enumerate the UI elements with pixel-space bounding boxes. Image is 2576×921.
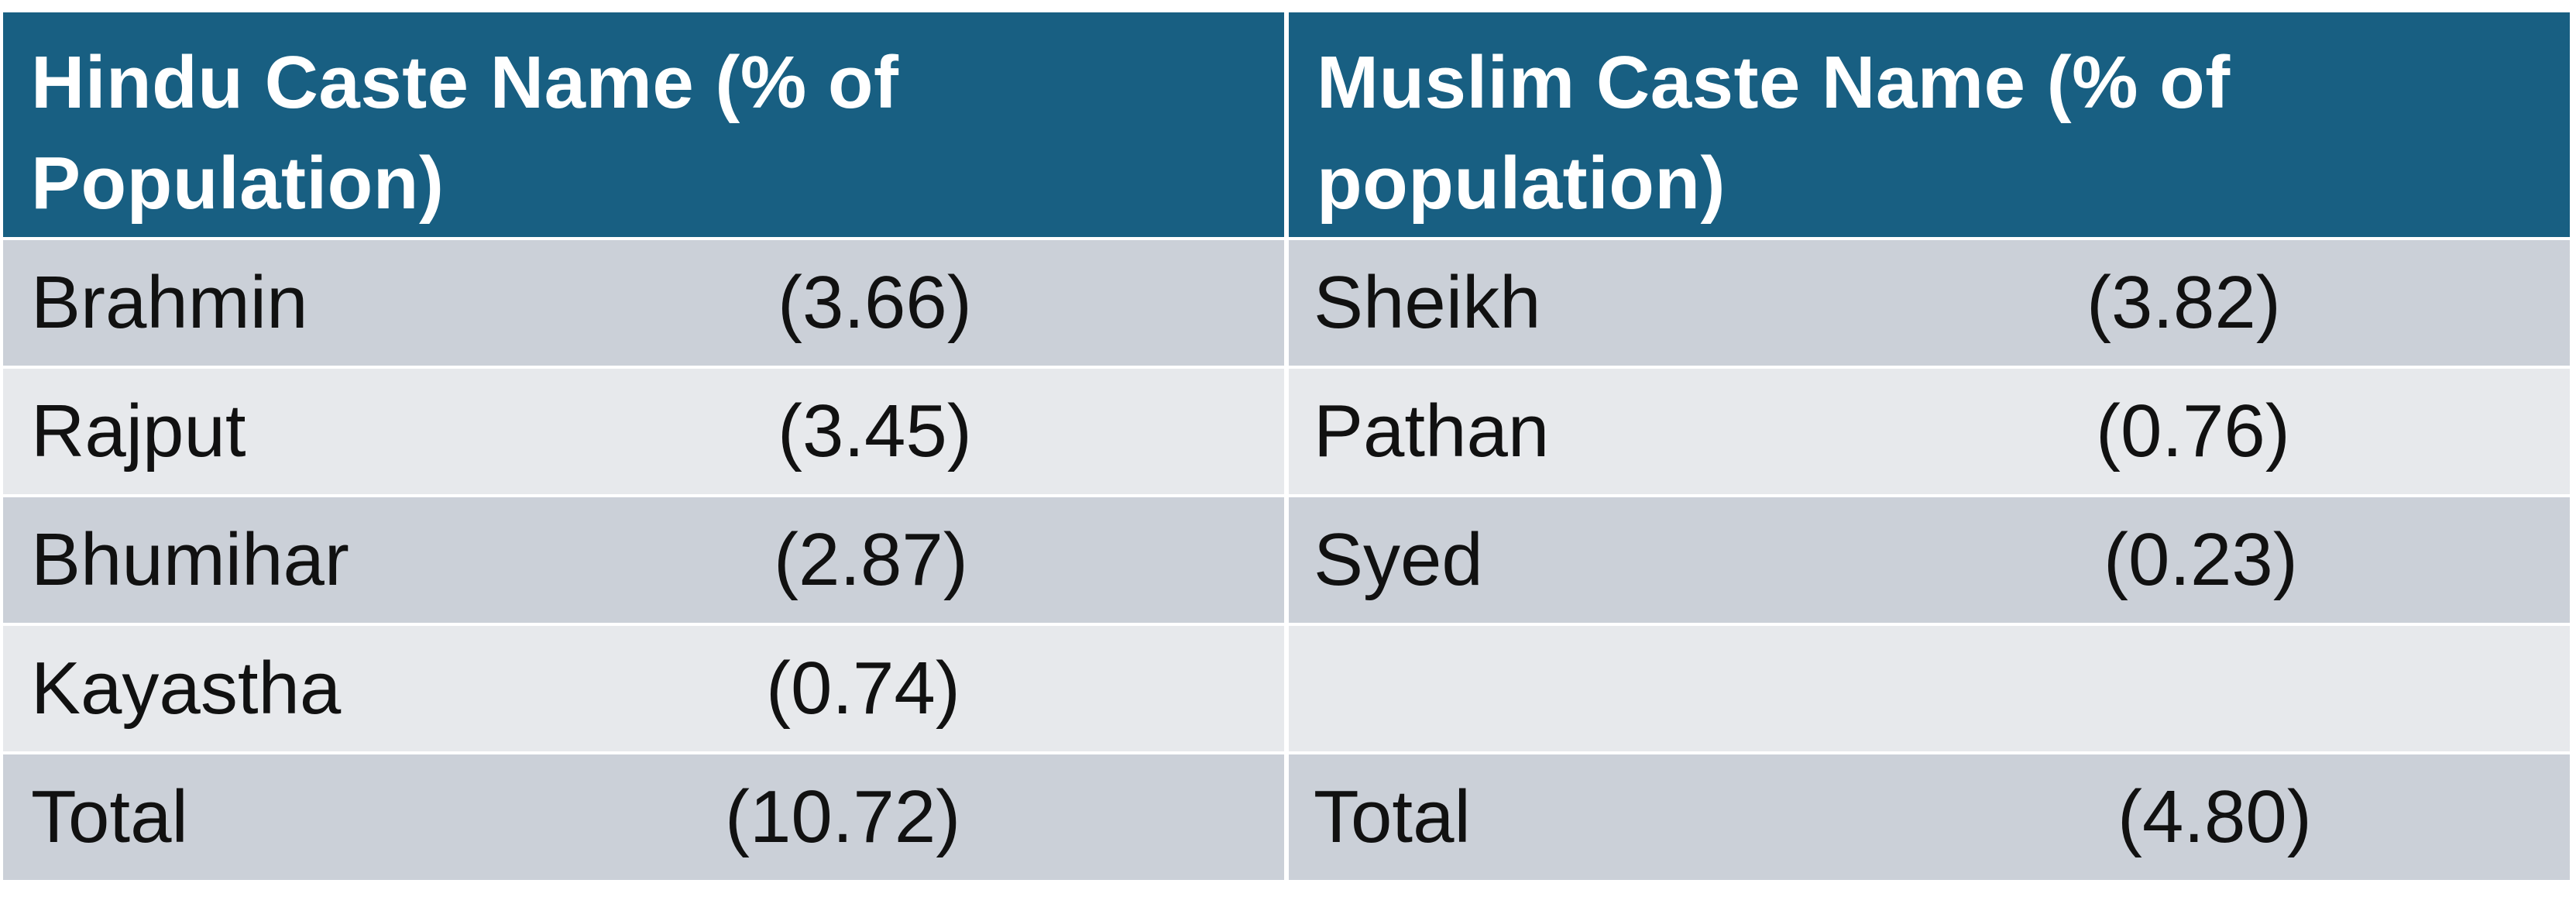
muslim-caste-name: Syed	[1314, 518, 1483, 601]
hindu-total-percentage: (10.72)	[725, 775, 961, 858]
muslim-caste-percentage: (0.76)	[2096, 390, 2290, 473]
hindu-caste-percentage: (0.74)	[766, 647, 960, 730]
header-muslim-caste: Muslim Caste Name (% of population)	[1289, 12, 2570, 237]
muslim-caste-name: Pathan	[1314, 390, 1550, 473]
hindu-caste-percentage: (3.45)	[778, 390, 972, 473]
hindu-caste-percentage: (3.66)	[778, 261, 972, 344]
table-row-1-muslim: Sheikh (3.82)	[1289, 240, 2570, 366]
table-row-total-hindu: Total (10.72)	[3, 754, 1284, 880]
table-row-1-hindu: Brahmin (3.66)	[3, 240, 1284, 366]
hindu-caste-name: Bhumihar	[31, 518, 349, 601]
hindu-caste-percentage: (2.87)	[774, 518, 968, 601]
hindu-caste-name: Kayastha	[31, 647, 342, 730]
header-hindu-caste: Hindu Caste Name (% of Population)	[3, 12, 1284, 237]
muslim-caste-percentage: (0.23)	[2104, 518, 2298, 601]
hindu-caste-name: Brahmin	[31, 261, 308, 344]
table-row-3-hindu: Bhumihar (2.87)	[3, 497, 1284, 623]
caste-table: Hindu Caste Name (% of Population) Musli…	[3, 12, 2573, 880]
hindu-caste-name: Rajput	[31, 390, 246, 473]
muslim-total-label: Total	[1314, 775, 1471, 858]
table-row-4-hindu: Kayastha (0.74)	[3, 626, 1284, 751]
table-row-4-muslim	[1289, 626, 2570, 751]
muslim-total-percentage: (4.80)	[2117, 775, 2312, 858]
hindu-total-label: Total	[31, 775, 188, 858]
table-row-2-muslim: Pathan (0.76)	[1289, 369, 2570, 494]
table-row-3-muslim: Syed (0.23)	[1289, 497, 2570, 623]
muslim-caste-name: Sheikh	[1314, 261, 1541, 344]
table-row-2-hindu: Rajput (3.45)	[3, 369, 1284, 494]
muslim-caste-percentage: (3.82)	[2087, 261, 2281, 344]
table-row-total-muslim: Total (4.80)	[1289, 754, 2570, 880]
